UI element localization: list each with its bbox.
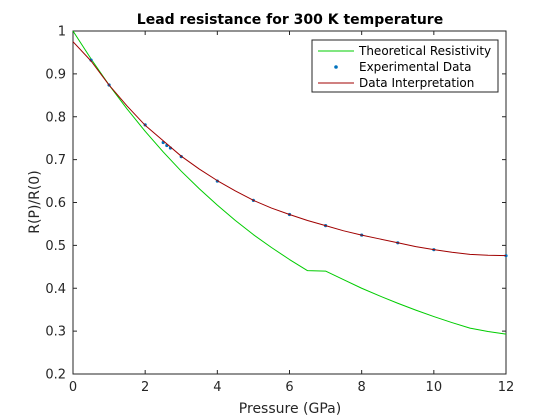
x-tick-label: 10 (426, 380, 443, 395)
legend: Theoretical Resistivity Experimental Data… (311, 39, 499, 93)
y-tick-label: 0.8 (45, 110, 66, 125)
x-tick-label: 12 (498, 380, 515, 395)
y-tick-label: 0.6 (45, 196, 66, 211)
x-tick-label: 6 (285, 380, 293, 395)
y-axis-label: R(P)/R(0) (27, 170, 43, 233)
chart-title: Lead resistance for 300 K temperature (137, 12, 443, 28)
legend-entry-data-interpretation-label: Data Interpretation (359, 76, 474, 90)
legend-entry-theoretical-resistivity-label: Theoretical Resistivity (358, 44, 491, 58)
x-tick-label: 4 (213, 380, 221, 395)
y-tick-label: 0.2 (45, 368, 66, 383)
series-data-interpretation-line (72, 41, 507, 257)
y-tick-label: 0.9 (45, 67, 66, 82)
y-tick-label: 0.4 (45, 282, 66, 297)
x-tick-label: 8 (358, 380, 366, 395)
y-tick-label: 0.3 (45, 325, 66, 340)
plot-area: 0 2 4 6 8 10 12 0.2 0.3 0.4 0.5 0.6 0.7 0.8 0.9 1 Theore… (45, 25, 514, 396)
series-experimental-data-point (89, 58, 93, 62)
x-axis-label: Pressure (GPa) (239, 401, 341, 417)
x-tick-label: 2 (141, 380, 149, 395)
series-theoretical-resistivity-line (72, 30, 507, 335)
y-tick-label: 0.7 (45, 153, 66, 168)
x-tick-label: 0 (69, 380, 77, 395)
y-tick-label: 1 (58, 25, 66, 40)
y-tick-label: 0.5 (45, 239, 66, 254)
legend-entry-experimental-data-label: Experimental Data (359, 60, 472, 74)
legend-entry-experimental-data-swatch (334, 65, 338, 69)
